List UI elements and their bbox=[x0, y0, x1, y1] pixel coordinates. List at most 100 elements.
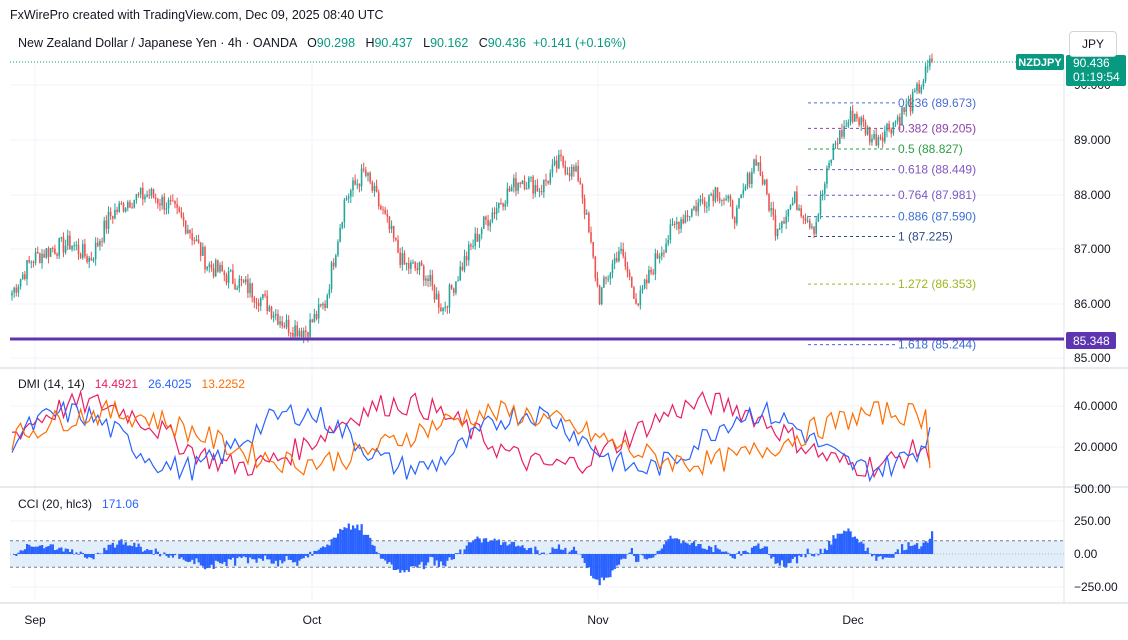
candle-body bbox=[286, 320, 288, 327]
cci-legend[interactable]: CCI (20, hlc3) 171.06 bbox=[18, 497, 139, 511]
cci-bar bbox=[554, 549, 556, 554]
cci-bar bbox=[875, 554, 877, 561]
candle-body bbox=[350, 190, 352, 196]
cci-bar bbox=[491, 541, 493, 554]
cci-bar bbox=[253, 554, 255, 559]
cci-bar bbox=[41, 545, 43, 554]
cci-bar bbox=[755, 546, 757, 554]
symbol-description: New Zealand Dollar / Japanese Yen · 4h ·… bbox=[18, 36, 297, 50]
cci-bar bbox=[515, 546, 517, 554]
candle-body bbox=[236, 288, 238, 289]
candle-body bbox=[256, 302, 258, 303]
candle-body bbox=[549, 173, 551, 184]
cci-bar bbox=[687, 543, 689, 554]
cci-bar bbox=[682, 541, 684, 554]
cci-bar bbox=[796, 554, 798, 563]
candle-body bbox=[279, 321, 281, 324]
cci-bar bbox=[672, 539, 674, 554]
candle-body bbox=[410, 262, 412, 268]
cci-bar bbox=[588, 554, 590, 567]
cci-bar bbox=[416, 554, 418, 568]
cci-bar bbox=[749, 553, 751, 554]
candle-body bbox=[208, 264, 210, 266]
candle-body bbox=[447, 307, 449, 308]
candle-body bbox=[764, 180, 766, 185]
candle-body bbox=[614, 258, 616, 264]
candle-body bbox=[61, 237, 63, 238]
cci-bar bbox=[172, 554, 174, 558]
cci-bar bbox=[386, 554, 388, 564]
cci-bar bbox=[584, 554, 586, 563]
candle-body bbox=[73, 245, 75, 246]
cci-bar bbox=[667, 539, 669, 554]
candle-body bbox=[376, 186, 378, 192]
cci-bar bbox=[138, 544, 140, 554]
candle-body bbox=[637, 304, 639, 305]
candle-body bbox=[273, 316, 275, 318]
cci-bar bbox=[436, 554, 438, 560]
cci-bar bbox=[564, 548, 566, 554]
candle-body bbox=[294, 325, 296, 336]
candle-body bbox=[560, 155, 562, 157]
cci-bar bbox=[97, 553, 99, 554]
cci-bar bbox=[648, 554, 650, 558]
cci-bar bbox=[45, 547, 47, 554]
candle-body bbox=[595, 257, 597, 278]
candle-body bbox=[680, 219, 682, 229]
dmi-legend[interactable]: DMI (14, 14) 14.4921 26.4025 13.2252 bbox=[18, 377, 245, 391]
candle-body bbox=[191, 233, 193, 240]
cci-bar bbox=[401, 554, 403, 570]
cci-bar bbox=[240, 554, 242, 558]
candle-body bbox=[755, 159, 757, 165]
cci-bar bbox=[298, 554, 300, 561]
candle-body bbox=[712, 194, 714, 201]
candle-body bbox=[305, 331, 307, 333]
cci-bar bbox=[146, 549, 148, 554]
cci-bar bbox=[236, 554, 238, 558]
candle-body bbox=[905, 104, 907, 112]
cci-bar bbox=[468, 542, 470, 554]
candle-body bbox=[369, 173, 371, 182]
candle-body bbox=[168, 200, 170, 208]
currency-button[interactable]: JPY bbox=[1069, 31, 1117, 57]
cci-bar bbox=[15, 554, 17, 556]
fib-label: 0.764 (87.981) bbox=[898, 188, 976, 202]
candle-body bbox=[788, 209, 790, 217]
fib-label: 1.272 (86.353) bbox=[898, 277, 976, 291]
cci-bar bbox=[629, 553, 631, 554]
cci-bar bbox=[774, 554, 776, 564]
cci-bar bbox=[451, 554, 453, 560]
cci-bar bbox=[210, 554, 212, 565]
candle-body bbox=[69, 235, 71, 249]
cci-bar bbox=[785, 554, 787, 567]
candle-body bbox=[858, 118, 860, 125]
cci-bar bbox=[388, 554, 390, 562]
candle-body bbox=[865, 122, 867, 134]
candle-body bbox=[406, 263, 408, 264]
candle-body bbox=[466, 256, 468, 260]
cci-bar bbox=[500, 545, 502, 554]
time-label: Dec bbox=[842, 613, 863, 627]
candle-body bbox=[878, 137, 880, 145]
cci-bar bbox=[798, 554, 800, 556]
cci-bar bbox=[200, 554, 202, 565]
cci-bar bbox=[524, 548, 526, 554]
cci-bar bbox=[549, 553, 551, 554]
candle-body bbox=[777, 229, 779, 236]
cci-bar bbox=[39, 546, 41, 554]
cci-bar bbox=[135, 547, 137, 554]
cci-bar bbox=[918, 549, 920, 554]
cci-bar bbox=[487, 542, 489, 554]
cci-bar bbox=[90, 554, 92, 558]
symbol-legend[interactable]: New Zealand Dollar / Japanese Yen · 4h ·… bbox=[18, 36, 626, 50]
candle-body bbox=[361, 169, 363, 187]
dmi-tick: 20.0000 bbox=[1074, 440, 1118, 454]
fibonacci-retracement[interactable]: 0.236 (89.673)0.382 (89.205)0.5 (88.827)… bbox=[808, 96, 976, 352]
candle-body bbox=[477, 233, 479, 241]
cci-bar bbox=[847, 529, 849, 554]
candle-body bbox=[496, 208, 498, 214]
dmi-lines bbox=[12, 392, 930, 481]
cci-bar bbox=[183, 554, 185, 560]
cci-bar bbox=[766, 547, 768, 554]
